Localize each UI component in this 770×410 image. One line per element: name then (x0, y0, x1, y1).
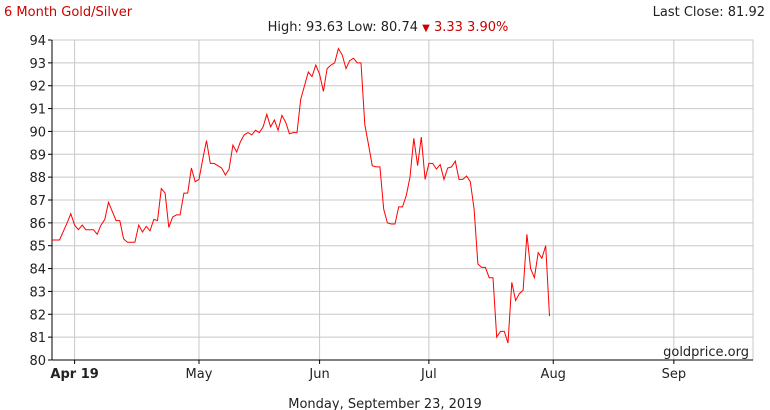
y-tick-label: 94 (29, 34, 46, 49)
x-tick-label: Jun (308, 367, 329, 382)
grid-lines (52, 39, 753, 361)
x-tick-label: Aug (541, 367, 566, 382)
y-tick-label: 92 (29, 80, 46, 95)
change-down-icon: ▼ (422, 23, 430, 34)
y-tick-label: 93 (29, 57, 46, 72)
x-tick-label: Jul (420, 367, 437, 382)
last-close-label: Last Close: 81.92 (653, 5, 765, 20)
footer-date: Monday, September 23, 2019 (288, 397, 481, 410)
y-tick-label: 86 (29, 217, 46, 232)
watermark: goldprice.org (663, 345, 749, 360)
series-line (52, 47, 550, 344)
y-tick-label: 83 (29, 285, 46, 300)
y-tick-label: 82 (29, 308, 46, 323)
y-tick-label: 89 (29, 148, 46, 163)
y-axis: 80 81 82 83 84 85 86 87 88 89 90 91 92 93 94 (29, 34, 52, 369)
y-tick-label: 85 (29, 240, 46, 255)
y-tick-label: 81 (29, 331, 46, 346)
y-tick-label: 84 (29, 263, 46, 278)
change-value: 3.33 3.90% (434, 20, 508, 35)
stats-line: High: 93.63 Low: 80.74 ▼ 3.33 3.90% (268, 20, 509, 35)
x-tick-label: Apr 19 (50, 367, 98, 382)
y-tick-label: 88 (29, 171, 46, 186)
y-tick-label: 91 (29, 103, 46, 118)
y-tick-label: 90 (29, 125, 46, 140)
y-tick-label: 87 (29, 194, 46, 209)
stats-prefix: High: 93.63 Low: 80.74 (268, 20, 423, 35)
chart-title: 6 Month Gold/Silver (4, 5, 133, 20)
x-tick-label: May (186, 367, 213, 382)
x-tick-label: Sep (662, 367, 687, 382)
y-tick-label: 80 (29, 354, 46, 369)
x-axis: Apr 19 May Jun Jul Aug Sep (50, 360, 686, 382)
